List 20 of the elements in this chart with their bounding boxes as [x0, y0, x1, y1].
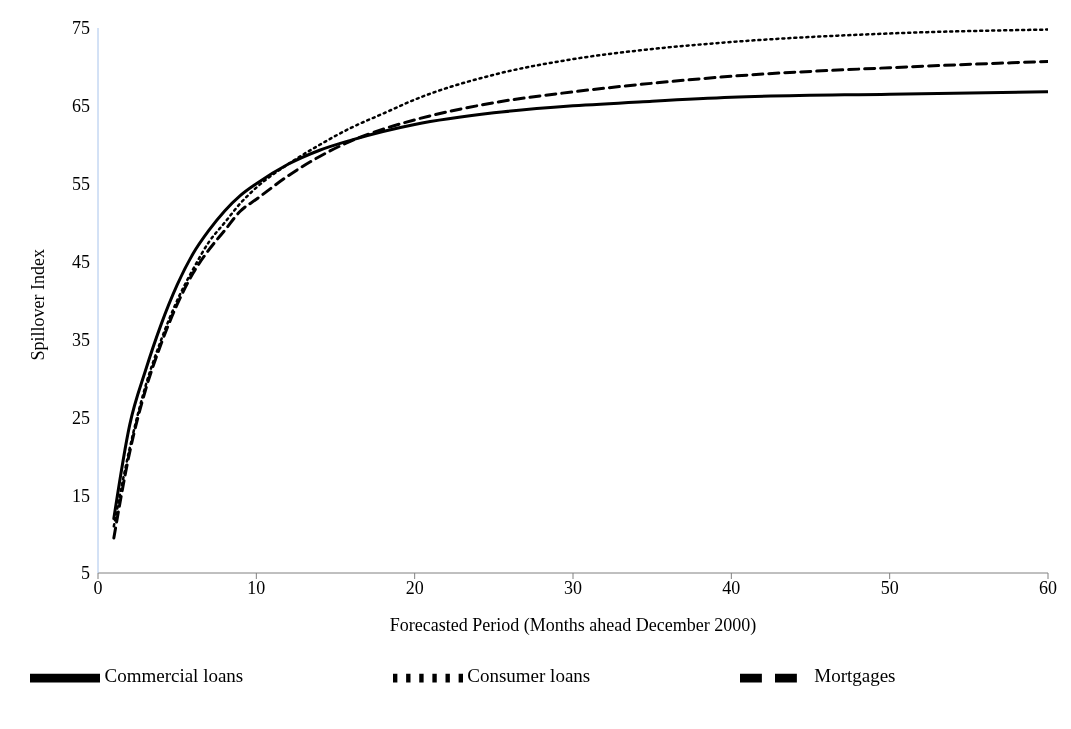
y-tick-label: 65	[72, 96, 90, 117]
y-tick-label: 15	[72, 485, 90, 506]
y-tick-label: 35	[72, 329, 90, 350]
y-tick-label: 25	[72, 407, 90, 428]
x-tick-label: 10	[247, 577, 266, 598]
legend-label: Commercial loans	[104, 665, 244, 687]
y-axis-title: Spillover Index	[28, 249, 49, 361]
x-axis-title: Forecasted Period (Months ahead December 2000)	[389, 615, 757, 636]
y-tick-label: 45	[72, 251, 90, 272]
y-tick-label: 75	[72, 18, 90, 39]
x-tick-label: 50	[880, 577, 899, 598]
x-tick-label: 20	[405, 577, 424, 598]
y-tick-label: 5	[81, 563, 90, 584]
x-tick-label: 30	[564, 577, 582, 598]
legend-label: Mortgages	[814, 665, 896, 687]
y-tick-label: 55	[72, 174, 90, 195]
legend-label: Consumer loans	[467, 665, 591, 687]
x-tick-label: 60	[1039, 577, 1057, 598]
x-tick-label: 0	[93, 577, 103, 598]
x-tick-label: 40	[722, 577, 741, 598]
